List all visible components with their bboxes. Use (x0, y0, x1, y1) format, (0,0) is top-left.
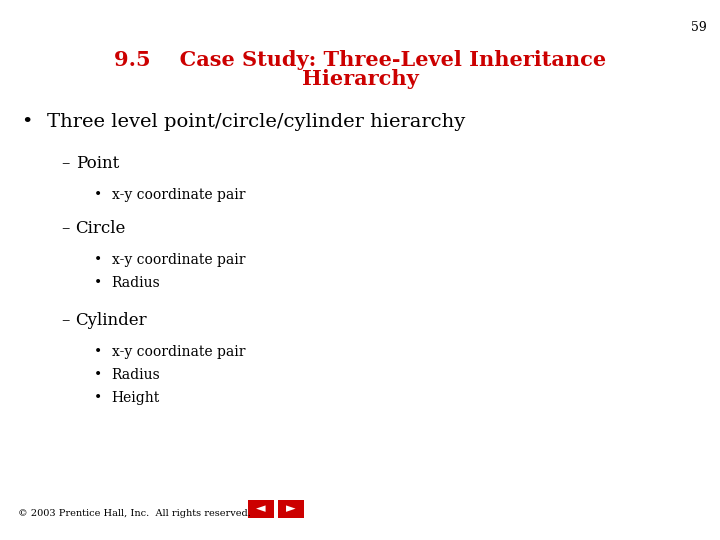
Text: •: • (94, 276, 102, 290)
Text: Radius: Radius (112, 368, 161, 382)
Text: •: • (94, 368, 102, 382)
Text: –: – (61, 155, 70, 172)
Text: •: • (94, 391, 102, 405)
FancyBboxPatch shape (278, 500, 304, 518)
Text: •: • (94, 188, 102, 202)
Text: x-y coordinate pair: x-y coordinate pair (112, 188, 245, 202)
Text: •: • (22, 113, 33, 131)
FancyBboxPatch shape (248, 500, 274, 518)
Text: x-y coordinate pair: x-y coordinate pair (112, 253, 245, 267)
Text: –: – (61, 220, 70, 237)
Text: Cylinder: Cylinder (76, 312, 147, 329)
Text: Point: Point (76, 155, 119, 172)
Text: Three level point/circle/cylinder hierarchy: Three level point/circle/cylinder hierar… (47, 113, 465, 131)
Text: –: – (61, 312, 70, 329)
Text: Circle: Circle (76, 220, 126, 237)
Text: © 2003 Prentice Hall, Inc.  All rights reserved.: © 2003 Prentice Hall, Inc. All rights re… (18, 509, 251, 518)
Text: 9.5    Case Study: Three-Level Inheritance: 9.5 Case Study: Three-Level Inheritance (114, 50, 606, 70)
Text: •: • (94, 253, 102, 267)
Text: x-y coordinate pair: x-y coordinate pair (112, 345, 245, 359)
Text: ◄: ◄ (256, 503, 266, 516)
Text: Hierarchy: Hierarchy (302, 69, 418, 89)
Text: 59: 59 (691, 21, 707, 33)
Text: •: • (94, 345, 102, 359)
Text: ►: ► (286, 503, 296, 516)
Text: Height: Height (112, 391, 160, 405)
Text: Radius: Radius (112, 276, 161, 290)
